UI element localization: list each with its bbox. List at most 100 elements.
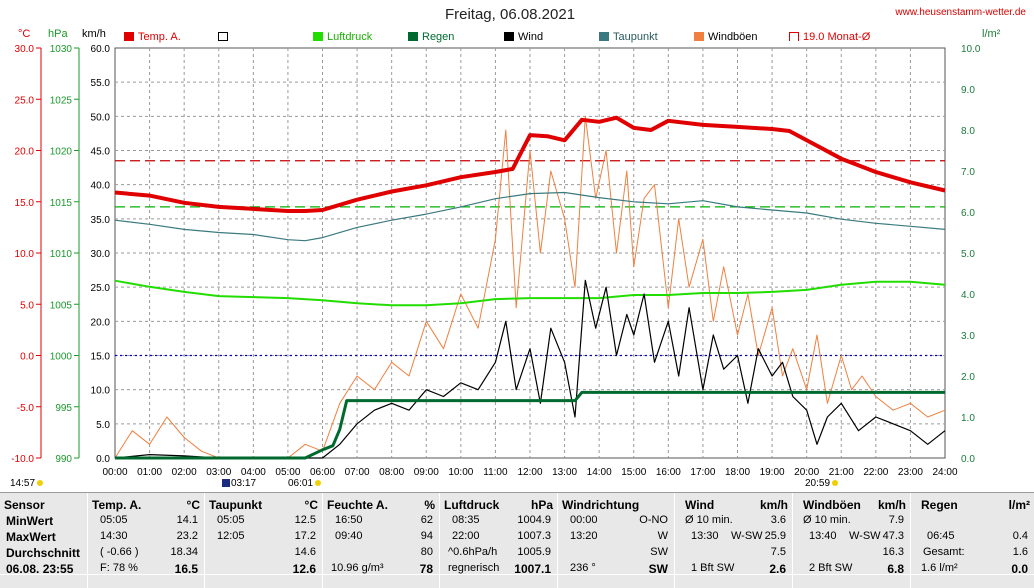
- x-tick-label: 02:00: [172, 467, 197, 478]
- row-label: MinWert: [6, 514, 54, 528]
- rain-axis-tick: 6.0: [961, 208, 975, 219]
- legend-regen[interactable]: Regen: [408, 31, 454, 43]
- cell-direction: W-SW: [731, 530, 763, 542]
- x-tick-label: 22:00: [863, 467, 888, 478]
- cell-value: 6.8: [887, 562, 904, 576]
- temp-axis-tick: 0.0: [20, 352, 34, 363]
- cell-time: 13:40: [809, 530, 837, 542]
- x-tick-label: 16:00: [656, 467, 681, 478]
- rain-axis-tick: 5.0: [961, 249, 975, 260]
- row-label: 06.08. 23:55: [6, 562, 74, 576]
- col-regen: Regen l/m² 06:45 0.4 Gesamt: 1.6 1.6 l/m…: [911, 493, 1034, 588]
- rain-axis-tick: 7.0: [961, 167, 975, 178]
- col-header: Luftdruck: [444, 498, 500, 512]
- moon-marker: 03:17: [222, 478, 256, 489]
- speed-axis-tick: 10.0: [91, 386, 111, 397]
- cell-value: 16.5: [174, 562, 198, 576]
- moon-icon: [222, 479, 230, 487]
- pressure-axis-tick: 1020: [50, 147, 73, 158]
- x-tick-label: 05:00: [275, 467, 300, 478]
- cell-time: 00:00: [570, 514, 598, 526]
- legend-luftdruck[interactable]: Luftdruck: [313, 31, 372, 43]
- col-feuchte: Feuchte A. % 16:50 62 09:40 94 80 10.96 …: [323, 493, 440, 588]
- legend-windboeen[interactable]: Windböen: [694, 31, 758, 43]
- col-unit: hPa: [530, 498, 553, 512]
- legend-temp[interactable]: Temp. A.: [124, 31, 181, 43]
- pressure-axis-tick: 990: [55, 454, 72, 465]
- col-header: Wind: [685, 498, 715, 512]
- cell-time: 05:05: [100, 514, 128, 526]
- temp-axis-tick: 25.0: [15, 95, 35, 106]
- series-line: [114, 191, 946, 242]
- x-tick-label: 11:00: [483, 467, 508, 478]
- series-line: [115, 390, 945, 460]
- legend-swatch: [408, 32, 418, 41]
- temp-axis-tick: -10.0: [11, 454, 34, 465]
- cell-value: 0.0: [1011, 562, 1028, 576]
- cell-value: 14.6: [294, 546, 316, 558]
- col-header: Taupunkt: [209, 498, 263, 512]
- x-tick-label: 00:00: [102, 467, 127, 478]
- col-header: Temp. A.: [92, 498, 142, 512]
- legend-swatch: [313, 32, 323, 41]
- legend-swatch: [789, 32, 799, 41]
- speed-axis-tick: 60.0: [91, 44, 111, 55]
- pressure-axis-tick: 1010: [50, 249, 73, 260]
- x-tick-label: 21:00: [829, 467, 854, 478]
- x-tick-label: 06:00: [310, 467, 335, 478]
- x-tick-label: 03:00: [206, 467, 231, 478]
- speed-unit-label: km/h: [82, 28, 106, 40]
- cell-label: Gesamt:: [923, 546, 965, 558]
- chart-title: Freitag, 06.08.2021: [444, 6, 576, 23]
- cell-degrees: 236 °: [570, 562, 596, 574]
- cell-value: SW: [648, 562, 668, 576]
- reference-lines: [115, 160, 945, 357]
- col-header: Windböen: [803, 498, 861, 512]
- cell-value: 12.6: [292, 562, 316, 576]
- cell-time: 14:30: [100, 530, 128, 542]
- speed-axis-tick: 50.0: [91, 112, 111, 123]
- col-header: Regen: [921, 498, 958, 512]
- x-tick-label: 19:00: [760, 467, 785, 478]
- speed-axis-tick: 15.0: [91, 352, 111, 363]
- speed-axis-tick: 5.0: [96, 420, 110, 431]
- legend-taupunkt[interactable]: Taupunkt: [599, 31, 658, 43]
- col-unit: l/m²: [1008, 498, 1030, 512]
- cell-forecast: regnerisch: [448, 562, 500, 574]
- table-row-separator: [0, 574, 1034, 575]
- temp-axis-tick: 15.0: [15, 198, 35, 209]
- cell-total: 1.6 l/m²: [921, 562, 958, 574]
- speed-axis-tick: 30.0: [91, 249, 111, 260]
- pressure-unit-label: hPa: [48, 28, 68, 40]
- legend-swatch: [124, 32, 134, 41]
- legend-swatch: [599, 32, 609, 41]
- chart-legend: Temp. A. Luftdruck Regen Wind Taupunkt W…: [0, 31, 1034, 47]
- cell-note: 10.96 g/m³: [331, 562, 384, 574]
- speed-axis-tick: 55.0: [91, 78, 111, 89]
- legend-empty[interactable]: [218, 31, 232, 43]
- col-windrichtung: Windrichtung 00:00 O-NO 13:20 W SW 236 °…: [558, 493, 675, 588]
- cell-direction: W-SW: [849, 530, 881, 542]
- pressure-axis-tick: 1025: [50, 95, 73, 106]
- cell-time: 12:05: [217, 530, 245, 542]
- col-unit: °C: [304, 498, 318, 512]
- sunrise-marker: 14:57: [10, 478, 44, 489]
- sun-icon: [315, 480, 322, 486]
- legend-monthly-avg[interactable]: 19.0 Monat-Ø: [789, 31, 870, 43]
- summary-table: Sensor MinWert MaxWert Durchschnitt 06.0…: [0, 492, 1034, 588]
- x-tick-label: 08:00: [379, 467, 404, 478]
- pressure-axis-tick: 1000: [50, 352, 73, 363]
- x-tick-label: 04:00: [241, 467, 266, 478]
- website-link[interactable]: www.heusenstamm-wetter.de: [895, 7, 1026, 18]
- rain-axis-tick: 1.0: [961, 413, 975, 424]
- col-header: Sensor: [4, 498, 45, 512]
- series-line: [114, 279, 946, 307]
- col-unit: km/h: [759, 498, 788, 512]
- cell-label: Ø 10 min.: [803, 514, 851, 526]
- rain-axis-tick: 9.0: [961, 85, 975, 96]
- pressure-axis-tick: 995: [55, 403, 72, 414]
- cell-value: 1004.9: [517, 514, 551, 526]
- legend-wind[interactable]: Wind: [504, 31, 543, 43]
- cell-time: 13:20: [570, 530, 598, 542]
- cell-value: 1.6: [1012, 546, 1028, 558]
